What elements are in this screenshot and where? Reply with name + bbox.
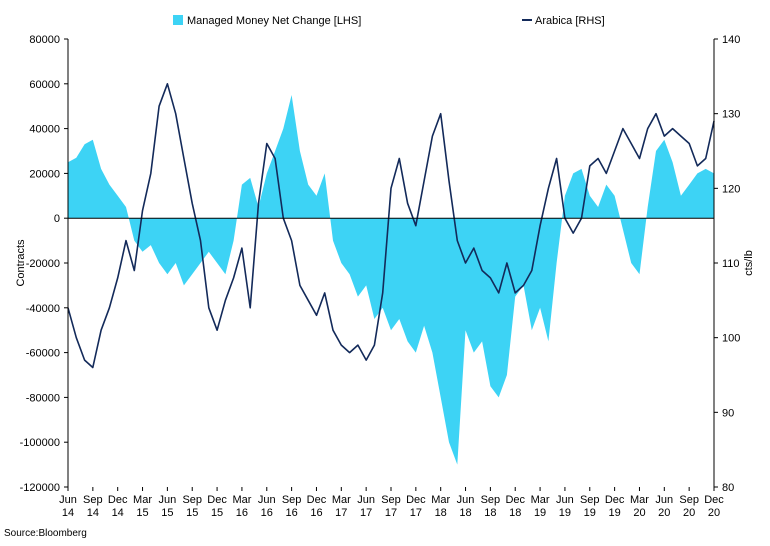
x-tick-year: 17 — [410, 507, 422, 519]
left-tick-label: 0 — [54, 213, 60, 225]
x-tick-month: Dec — [406, 494, 426, 506]
right-tick-label: 130 — [722, 109, 740, 121]
x-tick-month: Mar — [133, 494, 152, 506]
x-tick-year: 16 — [236, 507, 248, 519]
x-axis-ticks: Jun14Sep14Dec14Mar15Jun15Sep15Dec15Mar16… — [59, 487, 724, 519]
x-tick-month: Sep — [679, 494, 699, 506]
x-tick-year: 19 — [559, 507, 571, 519]
x-tick-year: 15 — [186, 507, 198, 519]
left-tick-label: 60000 — [29, 79, 60, 91]
x-tick-year: 16 — [261, 507, 273, 519]
left-tick-label: -20000 — [26, 258, 60, 270]
x-tick-month: Sep — [182, 494, 202, 506]
x-tick-year: 20 — [683, 507, 695, 519]
x-tick-month: Dec — [605, 494, 625, 506]
right-tick-label: 120 — [722, 183, 740, 195]
arabica-line-layer — [67, 83, 715, 369]
x-tick-month: Dec — [505, 494, 525, 506]
left-tick-label: -40000 — [26, 303, 60, 315]
x-tick-year: 16 — [310, 507, 322, 519]
x-tick-month: Mar — [531, 494, 550, 506]
x-tick-month: Jun — [457, 494, 475, 506]
x-tick-month: Dec — [307, 494, 327, 506]
x-tick-month: Jun — [556, 494, 574, 506]
x-tick-month: Sep — [381, 494, 401, 506]
x-tick-year: 18 — [509, 507, 521, 519]
x-tick-month: Mar — [431, 494, 450, 506]
x-tick-month: Dec — [704, 494, 724, 506]
legend-label-arabica: Arabica [RHS] — [535, 15, 605, 27]
x-tick-year: 19 — [534, 507, 546, 519]
left-tick-label: -80000 — [26, 392, 60, 404]
legend: Managed Money Net Change [LHS] Arabica [… — [173, 15, 605, 27]
x-tick-year: 20 — [708, 507, 720, 519]
right-axis-ticks: 140 130 120 110 100 90 80 — [714, 34, 740, 494]
right-tick-label: 100 — [722, 333, 740, 345]
x-tick-year: 18 — [484, 507, 496, 519]
x-tick-month: Mar — [232, 494, 251, 506]
x-tick-year: 14 — [112, 507, 124, 519]
net-change-area-layer — [68, 95, 714, 465]
x-tick-month: Mar — [630, 494, 649, 506]
x-tick-month: Jun — [59, 494, 77, 506]
x-tick-year: 15 — [211, 507, 223, 519]
x-tick-year: 15 — [161, 507, 173, 519]
x-tick-month: Jun — [159, 494, 177, 506]
x-tick-year: 17 — [335, 507, 347, 519]
net-change-area — [68, 95, 714, 465]
x-tick-month: Jun — [655, 494, 673, 506]
x-tick-year: 14 — [62, 507, 74, 519]
x-tick-year: 17 — [360, 507, 372, 519]
x-tick-month: Dec — [207, 494, 227, 506]
x-tick-month: Jun — [357, 494, 375, 506]
legend-swatch-net-change — [173, 15, 183, 25]
left-tick-label: 80000 — [29, 34, 60, 46]
x-tick-month: Jun — [258, 494, 276, 506]
x-tick-month: Mar — [332, 494, 351, 506]
right-tick-label: 110 — [722, 258, 740, 270]
x-tick-year: 17 — [385, 507, 397, 519]
x-tick-month: Sep — [282, 494, 302, 506]
left-tick-label: 20000 — [29, 168, 60, 180]
x-tick-year: 18 — [435, 507, 447, 519]
x-tick-year: 15 — [136, 507, 148, 519]
x-tick-year: 16 — [285, 507, 297, 519]
left-axis-title: Contracts — [15, 239, 27, 287]
x-tick-year: 18 — [459, 507, 471, 519]
left-axis-ticks: 80000 60000 40000 20000 0 -20000 -40000 -60000 -… — [20, 34, 68, 494]
x-tick-month: Dec — [108, 494, 128, 506]
left-tick-label: -100000 — [20, 437, 60, 449]
left-tick-label: 40000 — [29, 124, 60, 136]
x-tick-year: 20 — [658, 507, 670, 519]
legend-label-net-change: Managed Money Net Change [LHS] — [187, 15, 361, 27]
x-tick-year: 14 — [87, 507, 99, 519]
arabica-line — [67, 83, 715, 369]
x-tick-year: 19 — [584, 507, 596, 519]
x-tick-year: 19 — [608, 507, 620, 519]
right-axis-title: cts/lb — [743, 250, 755, 276]
x-tick-month: Sep — [83, 494, 103, 506]
right-tick-label: 80 — [722, 482, 734, 494]
source-note: Source:Bloomberg — [4, 528, 87, 539]
right-tick-label: 140 — [722, 34, 740, 46]
x-tick-month: Sep — [481, 494, 501, 506]
left-tick-label: -60000 — [26, 348, 60, 360]
left-tick-label: -120000 — [20, 482, 60, 494]
right-tick-label: 90 — [722, 407, 734, 419]
x-tick-month: Sep — [580, 494, 600, 506]
x-tick-year: 20 — [633, 507, 645, 519]
